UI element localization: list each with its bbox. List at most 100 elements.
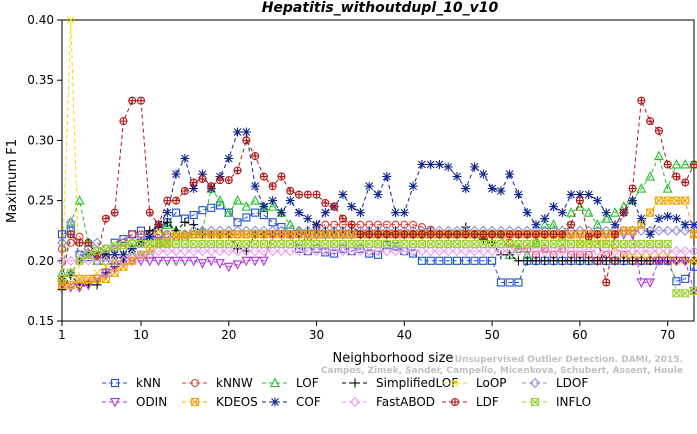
- data-point-ldf: [567, 220, 576, 229]
- data-point-ldof: [671, 225, 682, 236]
- data-point-cof: [294, 208, 304, 218]
- data-point-cof: [513, 190, 523, 200]
- data-point-inflo: [57, 274, 67, 283]
- data-point-simplifiedlof: [636, 256, 646, 266]
- data-point-fastabod: [443, 246, 454, 257]
- data-point-fastabod: [232, 246, 243, 257]
- data-point-inflo: [251, 239, 260, 248]
- y-tick-label: 0.25: [27, 194, 54, 208]
- data-point-fastabod: [390, 246, 401, 257]
- data-point-cof: [426, 159, 436, 169]
- data-point-inflo: [242, 239, 251, 248]
- data-point-cof: [391, 208, 401, 218]
- data-point-cof: [399, 208, 409, 218]
- data-point-fastabod: [285, 246, 296, 257]
- data-point-cof: [549, 202, 559, 212]
- data-point-ldf: [365, 230, 374, 239]
- data-point-ldof: [636, 225, 647, 236]
- data-point-odin: [109, 262, 120, 273]
- data-point-fastabod: [179, 246, 190, 257]
- data-point-fastabod: [364, 246, 375, 257]
- data-point-ldof: [618, 225, 629, 236]
- data-point-cof: [250, 181, 260, 191]
- data-point-ldf: [172, 196, 181, 205]
- data-point-fastabod: [346, 246, 357, 257]
- data-point-fastabod: [127, 249, 138, 260]
- data-point-kdeos: [646, 208, 655, 217]
- data-point-lof: [65, 216, 76, 227]
- data-point-cof: [162, 208, 172, 218]
- data-point-knn: [330, 249, 339, 258]
- x-tick-label: 1: [58, 328, 66, 342]
- data-point-kdeos: [575, 230, 584, 239]
- data-point-ldf: [163, 196, 172, 205]
- data-point-inflo: [400, 239, 409, 248]
- data-point-inflo: [593, 239, 602, 248]
- data-point-cof: [408, 181, 418, 191]
- data-point-fastabod: [372, 246, 384, 257]
- data-point-knn: [488, 256, 497, 265]
- data-point-inflo: [303, 239, 312, 248]
- data-point-lof: [232, 195, 243, 205]
- data-point-cof: [320, 208, 330, 218]
- data-point-inflo: [654, 239, 663, 248]
- data-point-ldf: [461, 230, 470, 239]
- legend-marker-fastabod: [349, 396, 361, 408]
- data-point-simplifiedlof: [557, 256, 567, 266]
- data-point-ldf: [575, 196, 584, 205]
- data-point-ldf: [347, 220, 356, 229]
- data-point-ldof: [56, 237, 68, 248]
- y-tick-label: 0.30: [27, 133, 54, 147]
- data-point-kdeos: [101, 274, 110, 283]
- data-point-odin: [153, 256, 164, 267]
- x-tick-label: 60: [572, 328, 587, 342]
- data-point-fastabod: [399, 246, 410, 257]
- data-point-inflo: [180, 239, 189, 248]
- data-point-odin: [74, 283, 85, 293]
- legend-marker-ldf: [450, 397, 460, 407]
- legend-label-ldof: LDOF: [556, 376, 588, 390]
- data-point-fastabod: [56, 255, 68, 266]
- data-point-ldf: [312, 190, 321, 199]
- data-point-knn: [136, 226, 146, 235]
- data-point-cof: [496, 186, 506, 196]
- data-point-fastabod: [478, 246, 489, 257]
- legend-marker-cof: [270, 397, 280, 407]
- data-point-inflo: [101, 244, 110, 253]
- data-point-ldf: [321, 198, 330, 208]
- data-point-inflo: [435, 239, 444, 248]
- data-point-knn: [365, 249, 374, 258]
- data-point-kdeos: [330, 230, 339, 239]
- data-point-simplifiedlof: [233, 244, 243, 254]
- data-point-kdeos: [251, 230, 260, 239]
- data-point-odin: [144, 256, 155, 267]
- data-point-ldof: [653, 225, 664, 236]
- data-point-lof: [645, 171, 656, 181]
- data-point-ldf: [233, 166, 242, 175]
- data-point-ldf: [268, 182, 277, 191]
- legend-item-fastabod: FastABOD: [342, 395, 435, 409]
- data-point-kdeos: [268, 230, 277, 239]
- data-point-knn: [242, 213, 251, 222]
- data-point-ldf: [523, 230, 532, 239]
- data-point-odin: [197, 259, 208, 269]
- data-point-inflo: [268, 239, 277, 248]
- data-point-fastabod: [539, 246, 550, 257]
- x-tick-label: 70: [660, 328, 675, 342]
- data-point-ldf: [66, 230, 75, 239]
- data-point-fastabod: [118, 255, 129, 266]
- data-point-cof: [452, 172, 462, 182]
- data-point-kdeos: [567, 230, 576, 239]
- data-point-ldf: [136, 96, 146, 105]
- legend-label-cof: COF: [296, 395, 321, 409]
- data-point-ldf: [400, 230, 409, 239]
- legend-item-odin: ODIN: [102, 395, 167, 409]
- data-point-inflo: [531, 239, 541, 248]
- data-point-ldf: [409, 230, 418, 239]
- data-point-knnw: [382, 220, 391, 229]
- credit-line-1: Unsupervised Outlier Detection. DAMI, 20…: [455, 355, 683, 365]
- data-point-simplifiedlof: [610, 256, 620, 266]
- data-point-ldf: [593, 230, 602, 239]
- data-point-kdeos: [242, 230, 251, 239]
- data-point-inflo: [356, 239, 365, 248]
